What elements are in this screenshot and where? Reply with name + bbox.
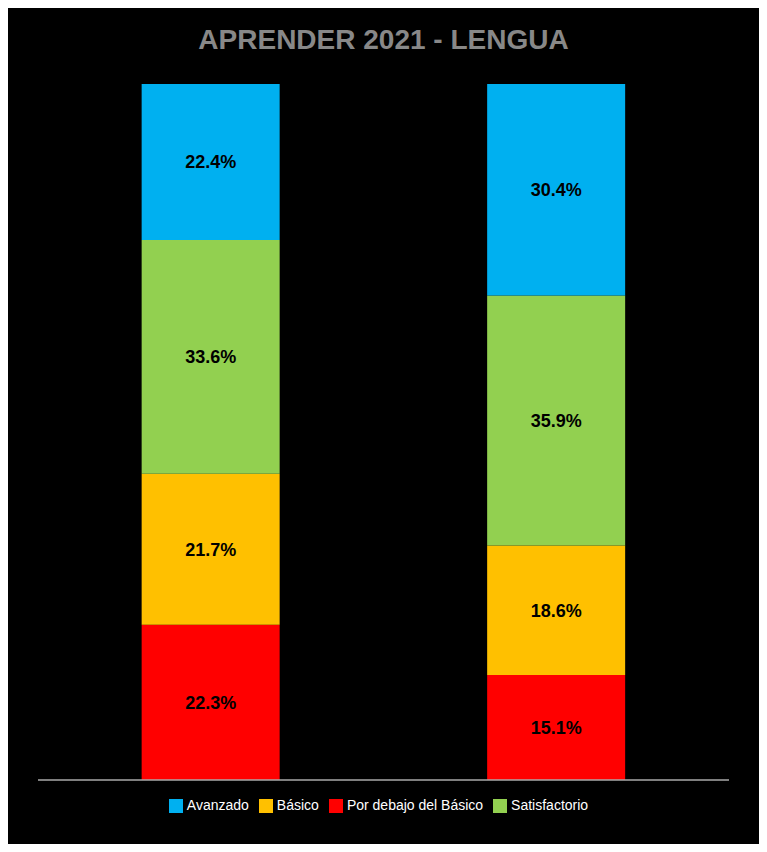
html-text:Básico: Básico bbox=[276, 797, 319, 813]
html-text:Satisfactorio: Satisfactorio bbox=[511, 797, 589, 813]
svg-text:15.1%: 15.1% bbox=[531, 718, 582, 738]
svg-text:30.4%: 30.4% bbox=[531, 180, 582, 200]
html-text:APRENDER 2021 - LENGUA: APRENDER 2021 - LENGUA bbox=[198, 24, 569, 55]
svg-text:22.4%: 22.4% bbox=[185, 152, 236, 172]
svg-text:21.7%: 21.7% bbox=[185, 540, 236, 560]
svg-text:22.3%: 22.3% bbox=[185, 693, 236, 713]
html-text:Avanzado: Avanzado bbox=[186, 797, 249, 813]
svg-text:35.9%: 35.9% bbox=[531, 411, 582, 431]
html-text:Por debajo del Básico: Por debajo del Básico bbox=[346, 797, 484, 813]
svg-text:18.6%: 18.6% bbox=[531, 601, 582, 621]
svg-text:33.6%: 33.6% bbox=[185, 347, 236, 367]
